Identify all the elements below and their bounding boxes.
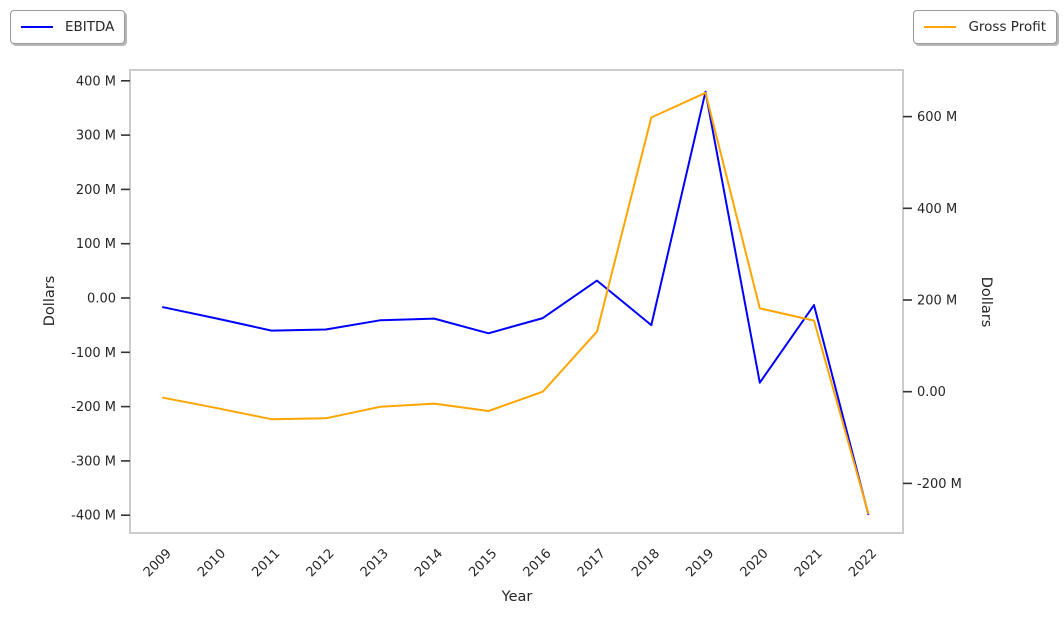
x-axis-tick-label: 2016 bbox=[521, 546, 555, 580]
x-axis-tick-label: 2009 bbox=[141, 546, 175, 580]
plot-border bbox=[129, 69, 904, 534]
legend-ebitda[interactable]: EBITDA bbox=[10, 10, 126, 44]
right-axis-tick-label: 600 M bbox=[917, 110, 957, 125]
legend-ebitda-label: EBITDA bbox=[65, 19, 115, 35]
right-y-axis-title: Dollars bbox=[978, 276, 994, 328]
right-axis-tick-label: 0.00 bbox=[917, 385, 946, 400]
left-axis-tick-label: -100 M bbox=[71, 346, 116, 361]
x-axis-tick-label: 2022 bbox=[846, 546, 880, 580]
x-axis-tick-label: 2012 bbox=[304, 546, 338, 580]
x-axis-tick-label: 2015 bbox=[466, 546, 500, 580]
left-axis-tick-label: 400 M bbox=[76, 74, 116, 89]
x-axis-tick-label: 2017 bbox=[575, 546, 609, 580]
right-axis-tick-label: 200 M bbox=[917, 294, 957, 309]
x-axis-tick-label: 2020 bbox=[738, 546, 772, 580]
x-axis-tick-label: 2018 bbox=[629, 546, 663, 580]
left-axis-tick-label: 100 M bbox=[76, 237, 116, 252]
right-axis-tick-label: 400 M bbox=[917, 202, 957, 217]
left-axis-tick-label: -300 M bbox=[71, 454, 116, 469]
left-axis-tick-label: -400 M bbox=[71, 509, 116, 524]
x-axis-tick-label: 2010 bbox=[195, 546, 229, 580]
legend-gross-profit[interactable]: Gross Profit bbox=[913, 10, 1057, 44]
left-axis-tick-label: -200 M bbox=[71, 400, 116, 415]
left-axis-tick-label: 0.00 bbox=[87, 292, 116, 307]
x-axis-tick-label: 2021 bbox=[792, 546, 826, 580]
right-axis-tick-label: -200 M bbox=[917, 477, 962, 492]
left-axis-tick-label: 200 M bbox=[76, 183, 116, 198]
series-line-ebitda bbox=[162, 90, 870, 516]
x-axis-tick-label: 2011 bbox=[249, 546, 283, 580]
series-line-gross-profit bbox=[162, 91, 870, 515]
x-axis-tick-label: 2019 bbox=[683, 546, 717, 580]
x-axis-tick-label: 2013 bbox=[358, 546, 392, 580]
ebitda-line-sample bbox=[21, 26, 53, 28]
left-y-axis-title: Dollars bbox=[42, 275, 58, 327]
left-axis-tick-label: 300 M bbox=[76, 129, 116, 144]
legend-gross-profit-label: Gross Profit bbox=[968, 19, 1046, 35]
x-axis-tick-label: 2014 bbox=[412, 546, 446, 580]
gross-profit-line-sample bbox=[924, 26, 957, 28]
x-axis-title: Year bbox=[501, 589, 533, 605]
